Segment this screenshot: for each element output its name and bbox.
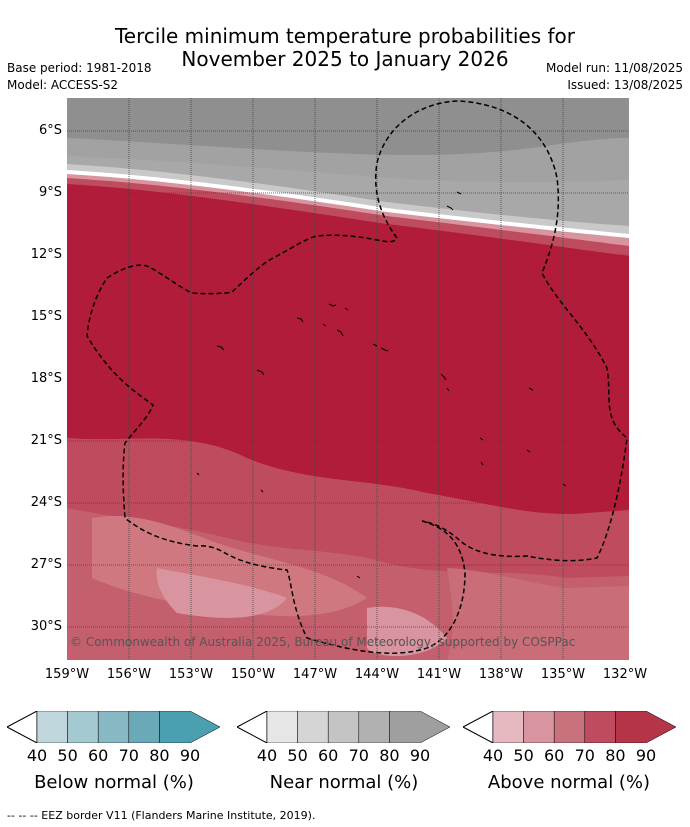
lon-label-8: 135°W — [540, 667, 586, 682]
eez-french-polynesia-border — [374, 100, 628, 562]
probability-map — [67, 98, 629, 660]
below-tick-70: 70 — [118, 746, 139, 765]
lon-label-1: 156°W — [106, 667, 152, 682]
lat-label-4: 18°S — [30, 371, 62, 386]
above-tick-70: 70 — [574, 746, 595, 765]
near-tick-50: 50 — [287, 746, 308, 765]
map-title-line1: Tercile minimum temperature probabilitie… — [114, 24, 576, 48]
above-tick-80: 80 — [605, 746, 626, 765]
lat-label-3: 15°S — [30, 309, 62, 324]
copyright-notice: © Commonwealth of Australia 2025, Bureau… — [70, 635, 576, 649]
above-tick-60: 60 — [544, 746, 565, 765]
lat-label-1: 9°S — [38, 185, 62, 200]
above-normal-40-patch-a — [156, 568, 287, 618]
above-normal-title: Above normal (%) — [487, 772, 651, 793]
above-normal-under-triangle — [463, 711, 494, 743]
below-normal-swatch-4 — [159, 711, 221, 743]
below-tick-40: 40 — [26, 746, 48, 765]
below-tick-80: 80 — [149, 746, 170, 765]
eez-cook-islands-border — [86, 234, 466, 654]
lon-label-9: 132°W — [602, 667, 648, 682]
model-label: Model: ACCESS-S2 — [7, 78, 119, 92]
below-tick-90: 90 — [179, 746, 201, 765]
lat-label-8: 30°S — [30, 619, 62, 634]
above-normal-50-patch-a — [92, 516, 367, 617]
above-normal-40-patch-b — [367, 606, 447, 657]
below-normal-title: Below normal (%) — [34, 772, 194, 793]
above-normal-swatch-2 — [553, 711, 586, 743]
near-normal-swatch-3 — [358, 711, 390, 743]
above-normal-swatch-4 — [615, 711, 677, 743]
near-tick-90: 90 — [409, 746, 431, 765]
lat-label-0: 6°S — [38, 123, 62, 138]
lat-label-2: 12°S — [30, 247, 62, 262]
lon-label-4: 147°W — [292, 667, 338, 682]
model-run-label: Model run: 11/08/2025 — [545, 61, 683, 75]
above-normal-swatch-1 — [523, 711, 555, 743]
below-tick-50: 50 — [57, 746, 78, 765]
base-period-label: Base period: 1981-2018 — [7, 61, 152, 75]
below-normal-swatch-3 — [128, 711, 160, 743]
above-normal-swatch-0 — [492, 711, 524, 743]
lat-label-5: 21°S — [30, 433, 62, 448]
near-normal-80-band — [67, 138, 629, 182]
above-tick-40: 40 — [482, 746, 504, 765]
near-normal-swatch-4 — [389, 711, 451, 743]
near-normal-swatch-1 — [297, 711, 329, 743]
near-normal-swatch-2 — [327, 711, 360, 743]
near-normal-under-triangle — [237, 711, 268, 743]
eez-borders — [86, 100, 628, 654]
island-outlines — [196, 191, 567, 579]
near-normal-swatch-0 — [266, 711, 298, 743]
lat-label-7: 27°S — [30, 557, 62, 572]
map-title-line2: November 2025 to January 2026 — [181, 47, 509, 71]
below-normal-colorbar — [7, 711, 221, 743]
graticule — [67, 98, 629, 660]
near-normal-title: Near normal (%) — [269, 772, 419, 793]
above-tick-50: 50 — [513, 746, 534, 765]
below-normal-swatch-0 — [36, 711, 68, 743]
lon-label-2: 153°W — [168, 667, 214, 682]
near-tick-80: 80 — [379, 746, 400, 765]
above-normal-colorbar — [463, 711, 677, 743]
eez-footnote: -- -- -- EEZ border V11 (Flanders Marine… — [7, 809, 316, 822]
above-normal-50-patch-b — [447, 568, 629, 660]
lon-label-7: 138°W — [478, 667, 524, 682]
above-tick-90: 90 — [635, 746, 657, 765]
lon-label-5: 144°W — [354, 667, 400, 682]
near-normal-colorbar — [237, 711, 451, 743]
lon-label-6: 141°W — [416, 667, 462, 682]
below-normal-under-triangle — [7, 711, 38, 743]
near-normal-90-band — [67, 98, 629, 156]
above-normal-swatch-3 — [584, 711, 616, 743]
lon-label-0: 159°W — [44, 667, 90, 682]
near-tick-40: 40 — [256, 746, 278, 765]
below-normal-swatch-2 — [97, 711, 130, 743]
lon-label-3: 150°W — [230, 667, 276, 682]
lat-label-6: 24°S — [30, 495, 62, 510]
near-tick-60: 60 — [318, 746, 339, 765]
below-normal-swatch-1 — [67, 711, 99, 743]
below-tick-60: 60 — [88, 746, 109, 765]
near-tick-70: 70 — [348, 746, 369, 765]
issued-label: Issued: 13/08/2025 — [567, 78, 683, 92]
